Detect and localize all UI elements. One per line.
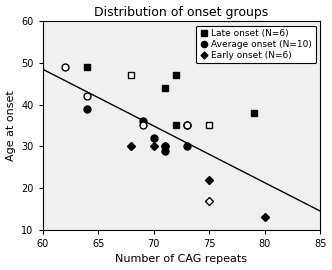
Legend: Late onset (N=6), Average onset (N=10), Early onset (N=6): Late onset (N=6), Average onset (N=10), … (196, 26, 316, 63)
Y-axis label: Age at onset: Age at onset (6, 90, 16, 161)
X-axis label: Number of CAG repeats: Number of CAG repeats (116, 254, 247, 264)
Title: Distribution of onset groups: Distribution of onset groups (94, 6, 269, 19)
